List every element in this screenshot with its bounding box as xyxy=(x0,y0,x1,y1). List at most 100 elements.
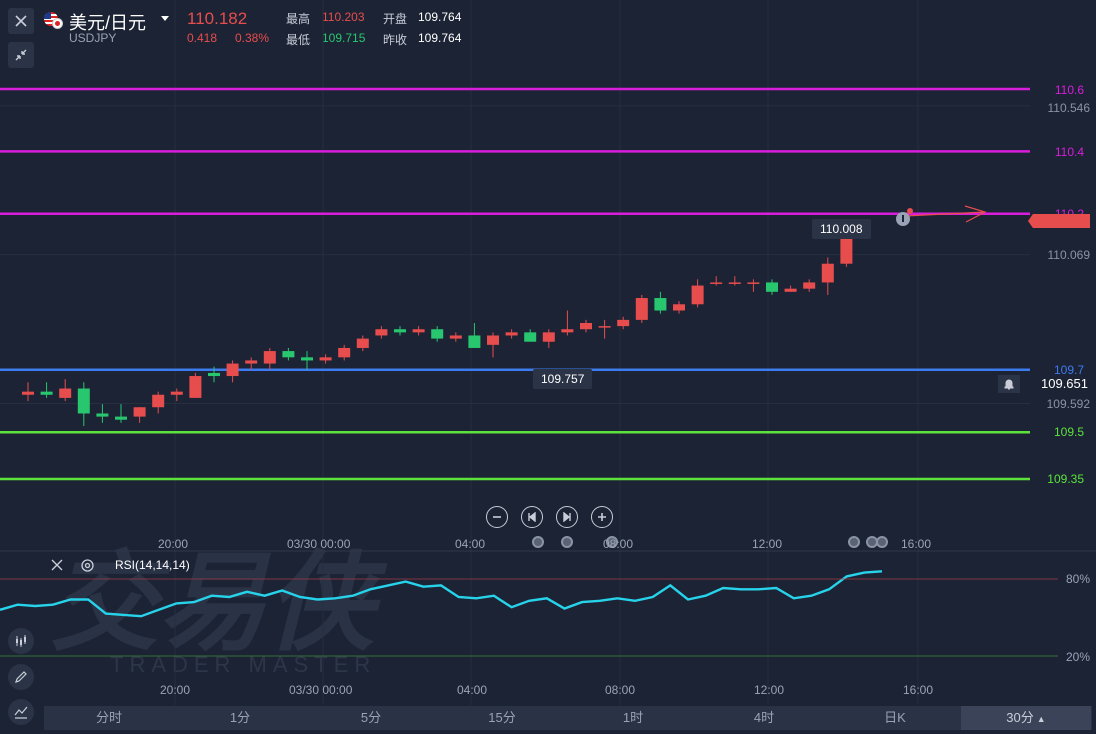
caret-down-icon[interactable] xyxy=(161,16,169,21)
low-point-callout: 109.757 xyxy=(533,369,593,389)
candle-body xyxy=(691,285,704,305)
rsi-settings-icon[interactable] xyxy=(80,558,95,578)
current-price-tag: 109.651 xyxy=(1039,376,1090,391)
trend-arrow[interactable] xyxy=(904,205,987,223)
tab-30min[interactable]: 30分 ▲ xyxy=(961,706,1091,730)
time-label: 03/30 00:00 xyxy=(287,537,351,551)
jp-flag-icon xyxy=(52,18,63,29)
candle-body xyxy=(375,329,388,336)
close-chart-button[interactable] xyxy=(8,8,34,34)
candle-body xyxy=(338,347,351,358)
level-tag-110.6[interactable]: 110.6 xyxy=(1048,82,1090,98)
candle-body xyxy=(189,376,202,398)
candle-body xyxy=(356,338,369,348)
high-point-callout: 110.008 xyxy=(812,219,871,239)
candle-body xyxy=(226,363,239,377)
candle-body xyxy=(710,282,723,284)
candle-body xyxy=(245,360,258,364)
rsi-line xyxy=(0,570,883,618)
tab-1min[interactable]: 1分 xyxy=(229,710,251,725)
candle-body xyxy=(319,357,332,361)
candle-body xyxy=(580,323,592,330)
candle-body xyxy=(96,413,109,417)
level-tag-109.35[interactable]: 109.35 xyxy=(1041,471,1090,487)
line-tool-button[interactable] xyxy=(8,699,34,725)
watermark-main: 交易侠 xyxy=(50,541,388,666)
candle-body xyxy=(654,298,667,311)
candle-body xyxy=(747,282,760,284)
level-tag-110.4[interactable]: 110.4 xyxy=(1048,144,1090,160)
jump-end-button[interactable] xyxy=(556,506,578,528)
candle-body xyxy=(208,372,220,377)
rsi-upper-label: 80% xyxy=(1065,572,1090,586)
info-icon[interactable] xyxy=(896,212,910,226)
low-value: 109.715 xyxy=(322,31,366,45)
candle-body xyxy=(77,388,90,414)
candle-body xyxy=(542,332,555,342)
rsi-time-label: 16:00 xyxy=(903,683,934,697)
candle-body xyxy=(524,332,537,342)
candle-body xyxy=(821,263,834,283)
event-marker-icon[interactable] xyxy=(876,536,888,548)
candle-body xyxy=(766,282,778,292)
close-rsi-icon[interactable] xyxy=(50,558,64,577)
tab-30min-label: 30分 xyxy=(1006,710,1034,725)
tab-15min[interactable]: 15分 xyxy=(488,710,516,725)
candle-body xyxy=(431,329,444,339)
candle-body xyxy=(784,288,797,292)
tab-1hour[interactable]: 1时 xyxy=(622,710,644,725)
high-label: 最高 xyxy=(286,12,311,26)
caret-up-icon: ▲ xyxy=(1036,714,1046,724)
candle-body xyxy=(635,298,648,320)
price-axis-marker xyxy=(1028,214,1090,228)
tab-5min[interactable]: 5分 xyxy=(360,710,382,725)
jump-start-button[interactable] xyxy=(521,506,543,528)
rsi-lower-label: 20% xyxy=(1065,650,1090,664)
draw-button[interactable] xyxy=(8,664,34,690)
rsi-time-label: 03/30 00:00 xyxy=(289,683,353,697)
candle-body xyxy=(263,351,276,364)
pencil-icon xyxy=(15,671,27,683)
candle-body xyxy=(115,416,127,420)
event-marker-icon[interactable] xyxy=(561,536,573,548)
event-marker-icon[interactable] xyxy=(606,536,618,548)
axis-tick: 109.592 xyxy=(1046,397,1090,411)
zoom-in-button[interactable] xyxy=(591,506,613,528)
event-marker-icon[interactable] xyxy=(532,536,544,548)
candle-body xyxy=(803,282,816,289)
current-price: 110.182 xyxy=(187,9,248,28)
candle-body xyxy=(487,335,499,345)
symbol-name[interactable]: 美元/日元 xyxy=(69,13,147,33)
rsi-time-label: 04:00 xyxy=(457,683,488,697)
candle-body xyxy=(468,335,481,348)
candle-body xyxy=(170,391,183,395)
bell-icon[interactable] xyxy=(998,375,1020,393)
timeframe-tabbar: 分时 1分 5分 15分 1时 4时 日K 30分 ▲ xyxy=(44,706,1092,730)
candle-body xyxy=(394,329,406,333)
candle-body xyxy=(449,335,462,339)
prev-close-label: 昨收 xyxy=(383,33,408,47)
trendline-icon xyxy=(14,706,28,719)
level-tag-109.7[interactable]: 109.7 xyxy=(1047,362,1090,378)
candle-body xyxy=(40,391,53,395)
candle-body xyxy=(301,357,313,361)
candle-body xyxy=(840,235,853,264)
level-tag-109.5[interactable]: 109.5 xyxy=(1047,424,1090,440)
rsi-time-label: 08:00 xyxy=(605,683,636,697)
high-value: 110.203 xyxy=(322,10,365,24)
tab-4hour[interactable]: 4时 xyxy=(753,710,775,725)
shrink-button[interactable] xyxy=(8,42,34,68)
price-change-pct: 0.38% xyxy=(235,31,270,45)
event-marker-icon[interactable] xyxy=(848,536,860,548)
tab-timeshare[interactable]: 分时 xyxy=(95,710,122,725)
zoom-out-button[interactable] xyxy=(486,506,508,528)
price-change: 0.418 xyxy=(187,31,218,45)
close-icon xyxy=(15,15,27,27)
candle-body xyxy=(22,391,34,395)
open-label: 开盘 xyxy=(383,12,408,26)
axis-tick: 110.546 xyxy=(1047,101,1091,115)
tab-daily[interactable]: 日K xyxy=(884,710,906,725)
indicator-button[interactable] xyxy=(8,628,34,654)
symbol-code: USDJPY xyxy=(69,31,117,45)
